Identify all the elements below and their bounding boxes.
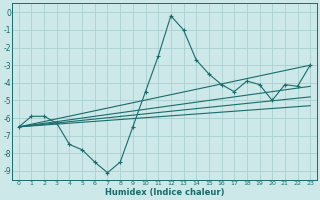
X-axis label: Humidex (Indice chaleur): Humidex (Indice chaleur) (105, 188, 224, 197)
